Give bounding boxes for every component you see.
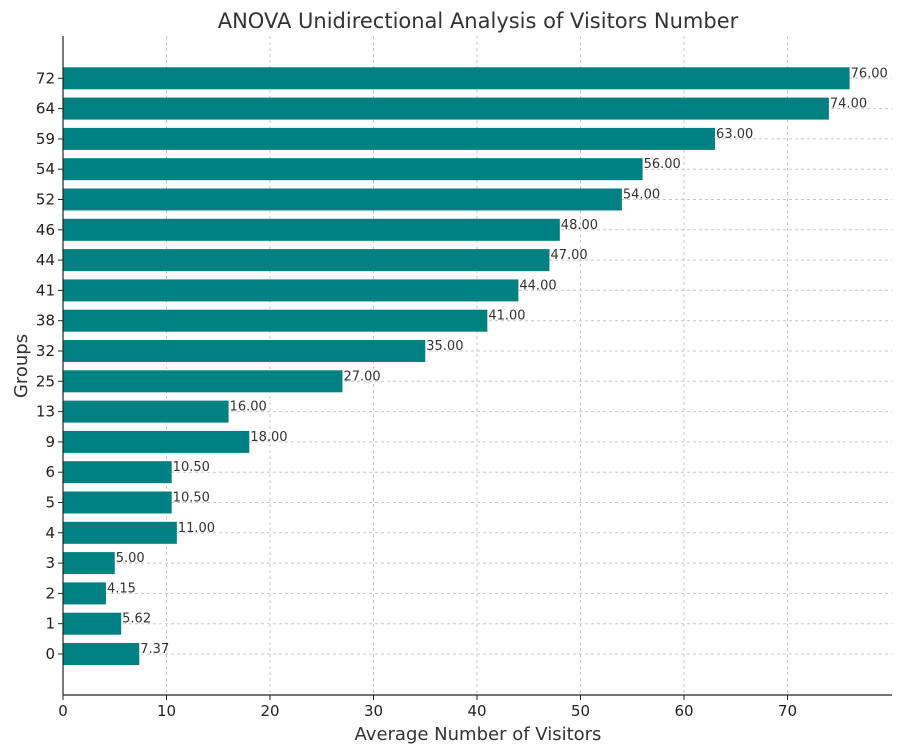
bar xyxy=(63,582,106,605)
bars xyxy=(63,67,850,665)
y-tick-label: 38 xyxy=(36,312,55,330)
bar xyxy=(63,249,550,272)
x-tick-label: 30 xyxy=(364,702,383,720)
y-tick-label: 9 xyxy=(45,433,55,451)
bar xyxy=(63,67,850,90)
y-tick-label: 3 xyxy=(45,554,55,572)
y-tick-label: 41 xyxy=(36,281,55,299)
bar-value-label: 63.00 xyxy=(716,127,753,142)
x-tick-label: 40 xyxy=(467,702,486,720)
y-tick-label: 5 xyxy=(45,494,55,512)
x-tick-label: 10 xyxy=(157,702,176,720)
bar xyxy=(63,370,343,393)
y-tick-label: 0 xyxy=(45,645,55,663)
y-tick-label: 52 xyxy=(36,191,55,209)
bar-value-label: 41.00 xyxy=(488,309,525,324)
bar-value-label: 74.00 xyxy=(830,97,867,112)
bar-value-label: 7.37 xyxy=(140,642,169,657)
bar-value-label: 11.00 xyxy=(178,521,215,536)
y-tick-label: 59 xyxy=(36,130,55,148)
y-tick-label: 2 xyxy=(45,584,55,602)
y-tick-label: 4 xyxy=(45,524,55,542)
chart-title: ANOVA Unidirectional Analysis of Visitor… xyxy=(218,9,739,33)
x-tick-label: 70 xyxy=(778,702,797,720)
bar xyxy=(63,188,622,211)
bar xyxy=(63,430,250,453)
bar-value-label: 10.50 xyxy=(173,491,210,506)
y-tick-label: 25 xyxy=(36,372,55,390)
y-tick-label: 6 xyxy=(45,463,55,481)
bar-value-label: 16.00 xyxy=(230,400,267,415)
y-tick-label: 72 xyxy=(36,69,55,87)
bar xyxy=(63,400,229,423)
x-tick-label: 20 xyxy=(260,702,279,720)
y-tick-label: 44 xyxy=(36,251,55,269)
bar xyxy=(63,552,115,575)
x-tick-label: 50 xyxy=(571,702,590,720)
bar-value-label: 5.00 xyxy=(116,551,145,566)
bar-value-label: 27.00 xyxy=(343,369,380,384)
y-axis-label: Groups xyxy=(11,334,32,398)
bar-value-labels: 7.37 5.62 4.15 5.00 11.00 10.50 10.50 18.00 16.0… xyxy=(107,66,888,657)
bar-value-label: 56.00 xyxy=(644,157,681,172)
bar xyxy=(63,97,829,120)
y-tick-label: 13 xyxy=(36,403,55,421)
bar-value-label: 44.00 xyxy=(519,278,556,293)
x-axis-ticks: 0 10 20 30 40 50 60 70 xyxy=(58,695,797,720)
bar xyxy=(63,612,122,635)
bar xyxy=(63,491,172,514)
bar xyxy=(63,218,560,241)
bar-value-label: 48.00 xyxy=(561,218,598,233)
bar xyxy=(63,127,716,150)
y-tick-label: 1 xyxy=(45,615,55,633)
bar-value-label: 18.00 xyxy=(250,430,287,445)
bar xyxy=(63,340,426,362)
x-tick-label: 60 xyxy=(674,702,693,720)
x-tick-label: 0 xyxy=(58,702,68,720)
bar-value-label: 76.00 xyxy=(851,66,888,81)
y-tick-label: 54 xyxy=(36,160,55,178)
bar-value-label: 54.00 xyxy=(623,188,660,203)
bar xyxy=(63,158,643,181)
bar-value-label: 5.62 xyxy=(122,612,151,627)
y-axis-ticks: 0 1 2 3 4 5 6 9 13 25 32 38 41 44 46 52 54 59 64 72 xyxy=(36,69,63,663)
bar xyxy=(63,279,519,302)
bar xyxy=(63,521,177,544)
bar xyxy=(63,309,488,332)
y-tick-label: 64 xyxy=(36,100,55,118)
y-tick-label: 46 xyxy=(36,221,55,239)
y-tick-label: 32 xyxy=(36,342,55,360)
bar-value-label: 47.00 xyxy=(550,248,587,263)
x-axis-label: Average Number of Visitors xyxy=(355,724,602,745)
bar xyxy=(63,461,172,484)
bar xyxy=(63,643,140,665)
bar-value-label: 4.15 xyxy=(107,581,136,596)
bar-value-label: 10.50 xyxy=(173,460,210,475)
bar-value-label: 35.00 xyxy=(426,339,463,354)
